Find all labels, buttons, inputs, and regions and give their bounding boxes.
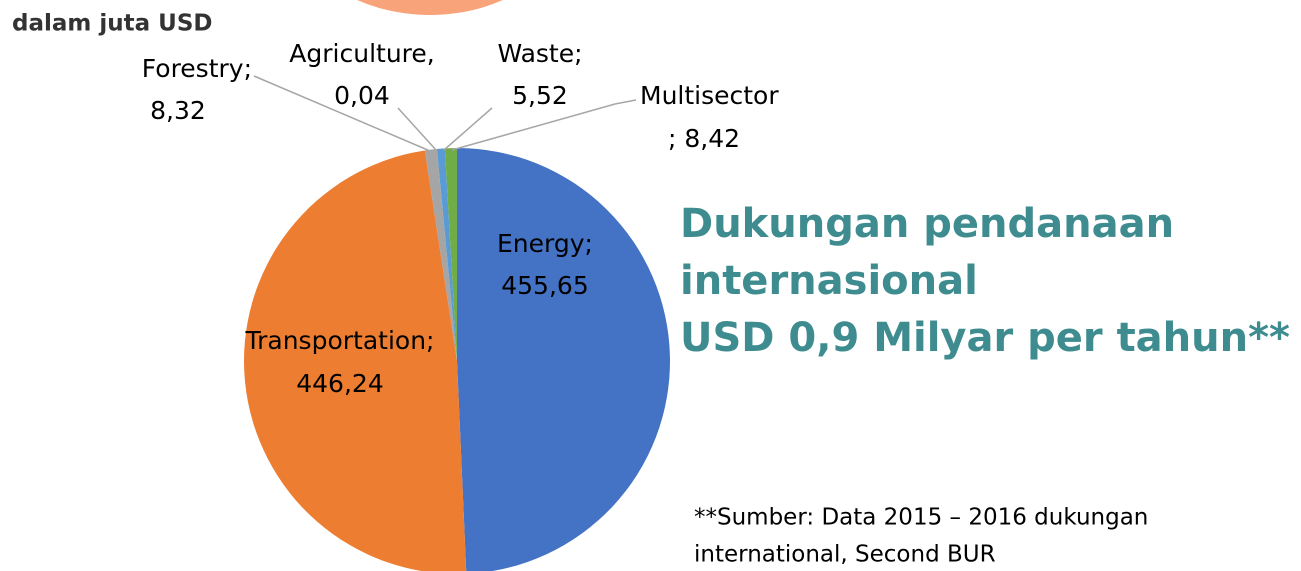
data-label: 446,24 (296, 369, 383, 398)
note: international, Second BUR (694, 542, 996, 568)
pie-slice (457, 148, 671, 571)
data-label: ; 8,42 (668, 124, 740, 153)
annotation: USD 0,9 Milyar per tahun** (680, 315, 1290, 361)
data-label: 8,32 (150, 96, 206, 125)
decor-circle (357, 0, 503, 15)
pie-slice (436, 148, 457, 361)
category-label: Forestry; (142, 54, 252, 83)
data-label: 455,65 (501, 271, 588, 300)
note: **Sumber: Data 2015 – 2016 dukungan (694, 505, 1148, 531)
category-label: Multisector (640, 81, 779, 110)
category-label: Transportation; (245, 326, 435, 355)
pie-slice (436, 148, 457, 361)
leader-line (397, 107, 437, 151)
chart-subtitle: dalam juta USD (12, 11, 212, 37)
category-label: Energy; (497, 229, 593, 258)
data-label: 5,52 (512, 81, 568, 110)
pie-slice (444, 148, 457, 361)
category-label: Waste; (497, 39, 582, 68)
annotation: Dukungan pendanaan (680, 201, 1174, 247)
leader-line (443, 107, 493, 151)
data-label: 0,04 (334, 81, 390, 110)
leader-line (253, 75, 431, 152)
pie-slice (424, 148, 457, 361)
leader-line (451, 99, 637, 151)
annotation: internasional (680, 258, 978, 304)
category-label: Agriculture, (289, 39, 434, 68)
pie-slice (244, 150, 467, 571)
